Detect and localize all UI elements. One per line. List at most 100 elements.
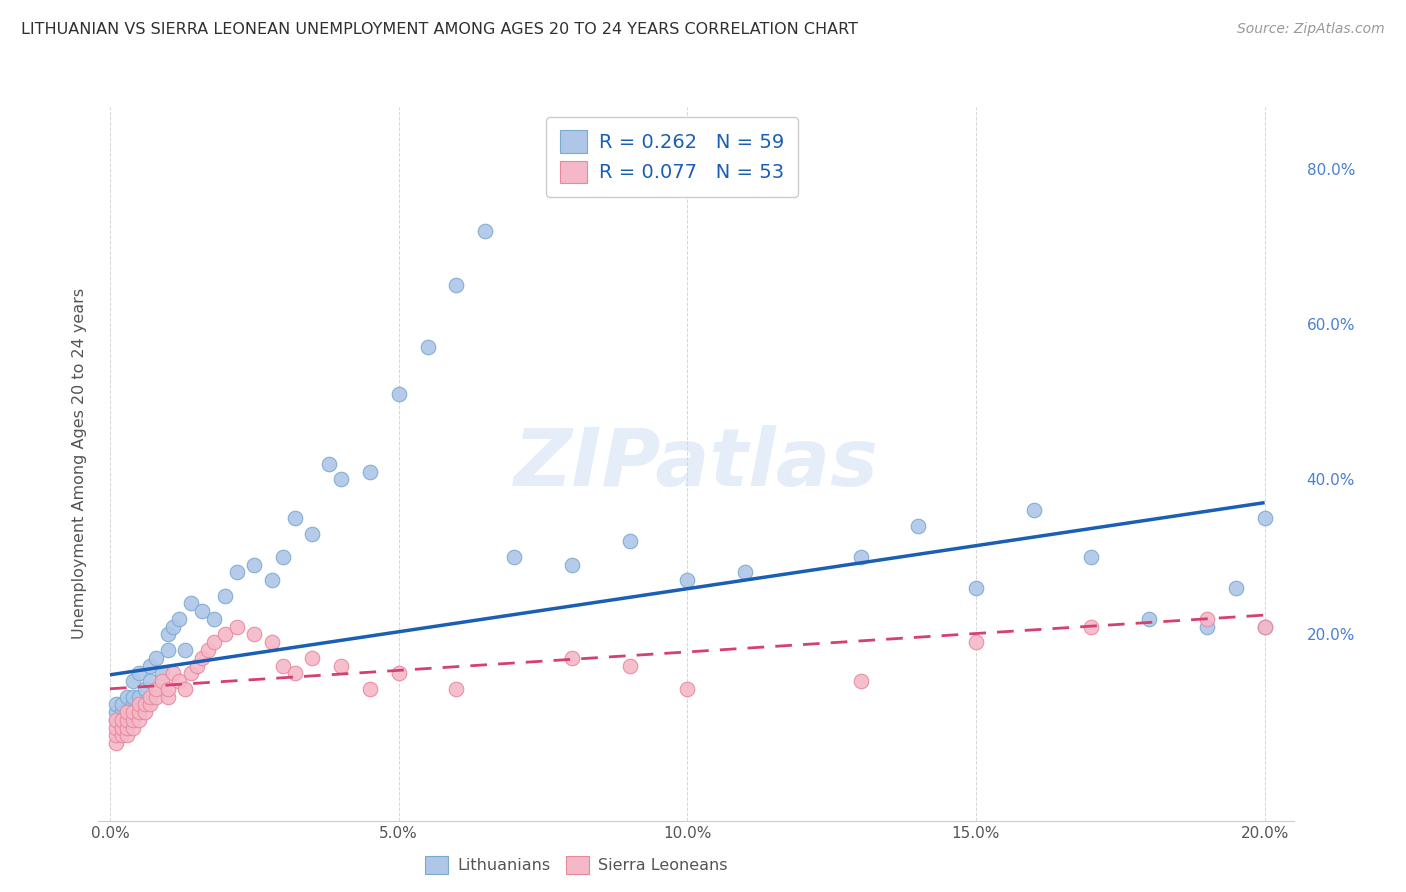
Point [243,627,266,641]
Point [117,713,139,727]
Point [271,549,294,564]
Point [388,387,411,401]
Point [1195,612,1218,626]
Point [134,705,156,719]
Point [676,681,699,696]
Point [117,705,139,719]
Point [1253,620,1275,634]
Point [110,713,132,727]
Point [243,558,266,572]
Point [162,620,184,634]
Point [186,658,208,673]
Point [150,666,173,681]
Point [446,681,468,696]
Point [145,690,167,704]
Point [359,681,381,696]
Point [134,698,156,712]
Point [104,736,127,750]
Point [122,698,145,712]
Point [214,627,236,641]
Text: ZIPatlas: ZIPatlas [513,425,879,503]
Point [284,666,307,681]
Point [122,705,145,719]
Point [849,673,872,688]
Point [156,627,179,641]
Point [1195,620,1218,634]
Point [1253,511,1275,525]
Point [284,511,307,525]
Point [561,650,583,665]
Point [561,558,583,572]
Point [849,549,872,564]
Point [167,673,190,688]
Point [474,224,496,238]
Point [122,673,145,688]
Point [416,341,439,355]
Point [104,728,127,742]
Point [271,658,294,673]
Point [104,713,127,727]
Point [191,604,214,618]
Point [110,705,132,719]
Point [150,673,173,688]
Point [104,721,127,735]
Point [301,650,323,665]
Point [139,690,162,704]
Point [197,643,219,657]
Point [1022,503,1045,517]
Point [104,705,127,719]
Legend: Lithuanians, Sierra Leoneans: Lithuanians, Sierra Leoneans [419,849,734,880]
Point [156,681,179,696]
Point [388,666,411,681]
Point [676,573,699,587]
Point [907,519,929,533]
Point [139,658,162,673]
Point [359,465,381,479]
Point [110,698,132,712]
Point [122,713,145,727]
Point [134,681,156,696]
Point [145,681,167,696]
Point [619,658,641,673]
Point [965,635,987,649]
Point [104,698,127,712]
Point [318,457,340,471]
Point [117,728,139,742]
Point [110,728,132,742]
Point [128,666,150,681]
Point [134,698,156,712]
Point [214,589,236,603]
Point [329,658,352,673]
Point [145,650,167,665]
Point [180,666,202,681]
Text: LITHUANIAN VS SIERRA LEONEAN UNEMPLOYMENT AMONG AGES 20 TO 24 YEARS CORRELATION : LITHUANIAN VS SIERRA LEONEAN UNEMPLOYMEN… [21,22,858,37]
Point [260,635,283,649]
Y-axis label: Unemployment Among Ages 20 to 24 years: Unemployment Among Ages 20 to 24 years [72,288,87,640]
Point [110,721,132,735]
Point [128,698,150,712]
Point [1080,549,1102,564]
Point [117,705,139,719]
Point [226,566,249,580]
Point [1137,612,1160,626]
Point [174,681,197,696]
Point [128,705,150,719]
Point [117,713,139,727]
Point [226,620,249,634]
Point [117,721,139,735]
Point [1253,620,1275,634]
Point [965,581,987,595]
Point [180,597,202,611]
Point [503,549,526,564]
Point [1080,620,1102,634]
Point [128,690,150,704]
Point [139,698,162,712]
Point [122,690,145,704]
Point [117,690,139,704]
Point [191,650,214,665]
Point [139,673,162,688]
Point [619,534,641,549]
Point [167,612,190,626]
Point [301,526,323,541]
Text: Source: ZipAtlas.com: Source: ZipAtlas.com [1237,22,1385,37]
